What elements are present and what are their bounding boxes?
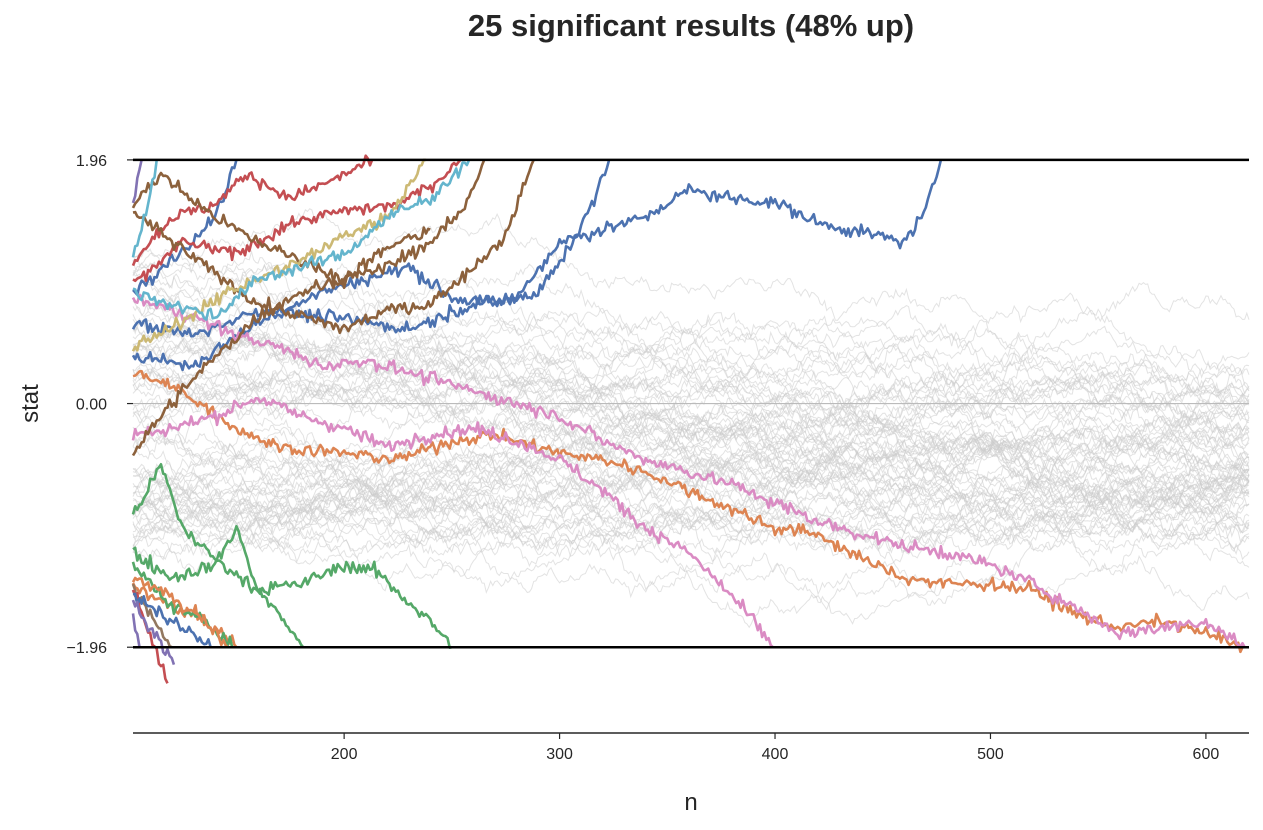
- background-path: [132, 492, 1250, 558]
- background-path: [132, 356, 1250, 443]
- background-path: [132, 390, 1250, 515]
- y-tick-label: 0.00: [76, 397, 107, 414]
- series-line: [132, 592, 212, 648]
- series-line: [131, 293, 1246, 648]
- background-path: [132, 332, 1250, 435]
- significant-paths: [131, 154, 1246, 684]
- series-line: [131, 159, 158, 258]
- series-line: [132, 159, 535, 335]
- background-path: [132, 352, 1250, 536]
- background-path: [132, 368, 1250, 551]
- background-path: [132, 412, 1249, 542]
- background-path: [132, 300, 1250, 442]
- y-tick-label: 1.96: [76, 153, 107, 170]
- background-path: [132, 334, 1250, 447]
- background-path: [132, 470, 1250, 550]
- background-path: [132, 330, 1250, 414]
- background-path: [132, 458, 1250, 556]
- series-line: [132, 524, 305, 649]
- series-line: [131, 396, 774, 649]
- background-path: [132, 310, 1250, 403]
- background-path: [132, 436, 1250, 517]
- y-axis-ticks: 1.96 0.00 −1.96: [67, 153, 133, 657]
- background-path: [132, 445, 1250, 516]
- x-tick-label: 200: [331, 746, 358, 763]
- background-path: [132, 208, 1250, 379]
- background-paths: [132, 208, 1250, 629]
- x-tick-label: 400: [762, 746, 789, 763]
- series-line: [131, 599, 176, 665]
- series-line: [132, 159, 462, 283]
- x-axis-ticks: 200 300 400 500 600: [331, 733, 1220, 763]
- background-path: [132, 270, 1250, 423]
- series-line: [131, 159, 611, 372]
- series-line: [132, 159, 471, 321]
- series-line: [132, 159, 238, 296]
- series-line: [131, 159, 143, 204]
- series-line: [131, 582, 238, 649]
- background-path: [132, 314, 1250, 474]
- background-path: [132, 436, 1250, 517]
- y-axis-label: stat: [17, 384, 44, 423]
- series-line: [131, 576, 229, 649]
- y-tick-label: −1.96: [67, 640, 108, 657]
- background-path: [132, 366, 1250, 470]
- background-path: [132, 403, 1250, 524]
- background-path: [132, 365, 1250, 479]
- background-path: [132, 428, 1250, 515]
- background-path: [132, 380, 1250, 477]
- series-line: [131, 226, 431, 457]
- series-line: [131, 613, 141, 648]
- background-path: [132, 287, 1250, 509]
- background-path: [132, 453, 1250, 596]
- x-tick-label: 500: [977, 746, 1004, 763]
- x-axis-label: n: [684, 789, 697, 816]
- chart-title: 25 significant results (48% up): [467, 8, 915, 43]
- series-line: [131, 463, 453, 649]
- background-path: [132, 479, 1250, 629]
- background-path: [132, 317, 1250, 522]
- x-tick-label: 300: [546, 746, 573, 763]
- series-line: [131, 154, 374, 267]
- background-path: [132, 471, 1250, 575]
- background-path: [132, 288, 1250, 490]
- series-line: [131, 159, 943, 338]
- x-tick-label: 600: [1193, 746, 1220, 763]
